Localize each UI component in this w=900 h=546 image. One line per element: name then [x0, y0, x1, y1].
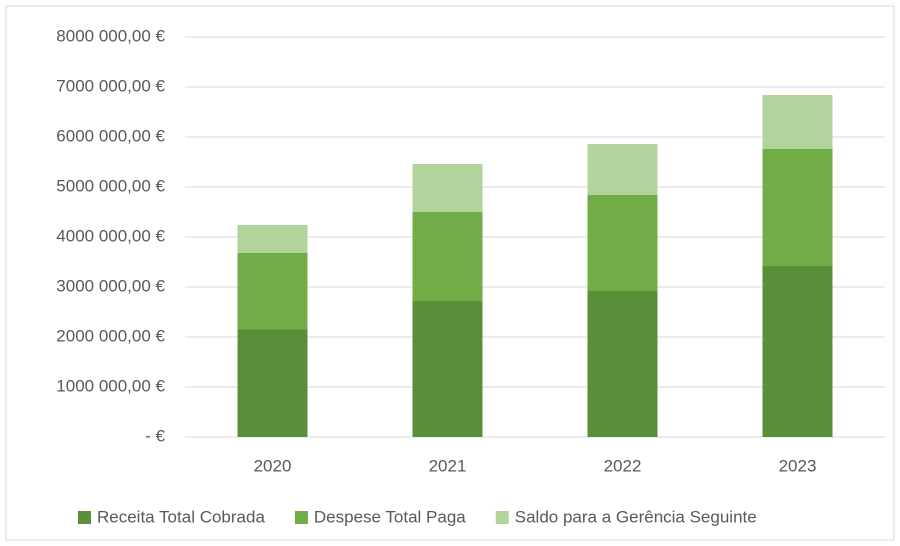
bar-segment: [237, 329, 308, 437]
y-tick-label: - €: [145, 426, 165, 445]
bar-segment: [587, 291, 658, 437]
bar-segment: [587, 195, 658, 291]
bar-segment: [587, 144, 658, 195]
bar-segment: [237, 253, 308, 330]
y-tick-label: 1000 000,00 €: [56, 376, 165, 395]
bar-segment: [412, 212, 483, 301]
x-tick-label: 2023: [779, 456, 817, 475]
x-tick-label: 2021: [429, 456, 467, 475]
y-tick-label: 2000 000,00 €: [56, 326, 165, 345]
legend-swatch: [495, 511, 509, 524]
legend-swatch: [294, 511, 308, 524]
legend-label: Saldo para a Gerência Seguinte: [515, 507, 757, 526]
y-tick-label: 3000 000,00 €: [56, 276, 165, 295]
bar-segment: [762, 149, 833, 266]
bar-segment: [412, 301, 483, 437]
y-tick-label: 7000 000,00 €: [56, 76, 165, 95]
legend-label: Despese Total Paga: [314, 507, 466, 526]
bar-segment: [762, 266, 833, 437]
bar-segment: [412, 164, 483, 212]
legend-label: Receita Total Cobrada: [97, 507, 265, 526]
x-tick-label: 2022: [604, 456, 642, 475]
y-tick-label: 6000 000,00 €: [56, 126, 165, 145]
bar-segment: [762, 95, 833, 149]
bar-segment: [237, 225, 308, 253]
x-tick-label: 2020: [254, 456, 292, 475]
legend-swatch: [78, 511, 91, 524]
y-tick-label: 8000 000,00 €: [56, 26, 165, 45]
y-tick-label: 5000 000,00 €: [56, 176, 165, 195]
y-tick-label: 4000 000,00 €: [56, 226, 165, 245]
